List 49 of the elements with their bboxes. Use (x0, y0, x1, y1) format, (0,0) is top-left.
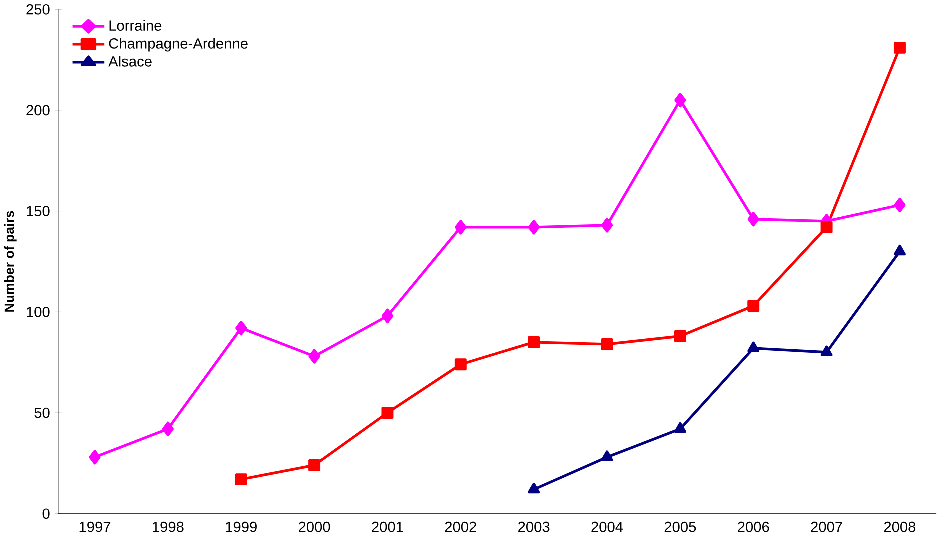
point (528, 336, 540, 349)
y-axis-title: Number of pairs (4, 211, 17, 312)
point (89, 450, 101, 465)
point (382, 309, 394, 324)
y-tick-label: 0 (42, 508, 50, 520)
point (748, 342, 760, 353)
x-tick-label: 2006 (738, 522, 770, 532)
point (454, 358, 467, 371)
point (528, 483, 540, 494)
x-tick-label: 2005 (664, 522, 696, 532)
point (674, 330, 686, 343)
point (308, 460, 321, 472)
point (601, 218, 614, 233)
x-tick-label: 2007 (811, 522, 842, 532)
legend-label: Lorraine (110, 20, 162, 32)
y-tick-label: 100 (27, 307, 50, 318)
point (528, 220, 540, 235)
x-tick-label: 1998 (153, 522, 184, 532)
x-tick-label: 1997 (80, 522, 111, 532)
point (894, 198, 906, 213)
x-tick-label: 2000 (299, 522, 330, 532)
point (162, 422, 174, 437)
point (894, 245, 906, 256)
y-tick-label: 150 (27, 206, 50, 217)
point (236, 321, 248, 336)
point (382, 407, 394, 420)
point (820, 346, 833, 357)
point (235, 474, 248, 486)
point (894, 42, 906, 54)
legend-label: Alsace (108, 56, 152, 67)
point (748, 300, 760, 312)
x-tick-label: 2004 (592, 522, 624, 532)
point (748, 212, 760, 227)
x-tick-label: 2003 (518, 522, 550, 532)
point (601, 450, 614, 462)
y-tick-label: 50 (34, 408, 50, 418)
x-tick-label: 2008 (884, 522, 916, 532)
x-tick-label: 2002 (445, 522, 476, 532)
y-tick-label: 200 (26, 105, 50, 116)
point (308, 349, 320, 364)
x-tick-label: 1999 (226, 522, 257, 532)
point (674, 93, 686, 108)
point (601, 338, 614, 351)
point (674, 422, 686, 434)
point (820, 222, 833, 234)
legend-label: Champagne-Ardenne (109, 38, 248, 52)
x-tick-label: 2001 (372, 522, 404, 532)
point (455, 220, 467, 235)
y-tick-label: 250 (26, 4, 50, 15)
